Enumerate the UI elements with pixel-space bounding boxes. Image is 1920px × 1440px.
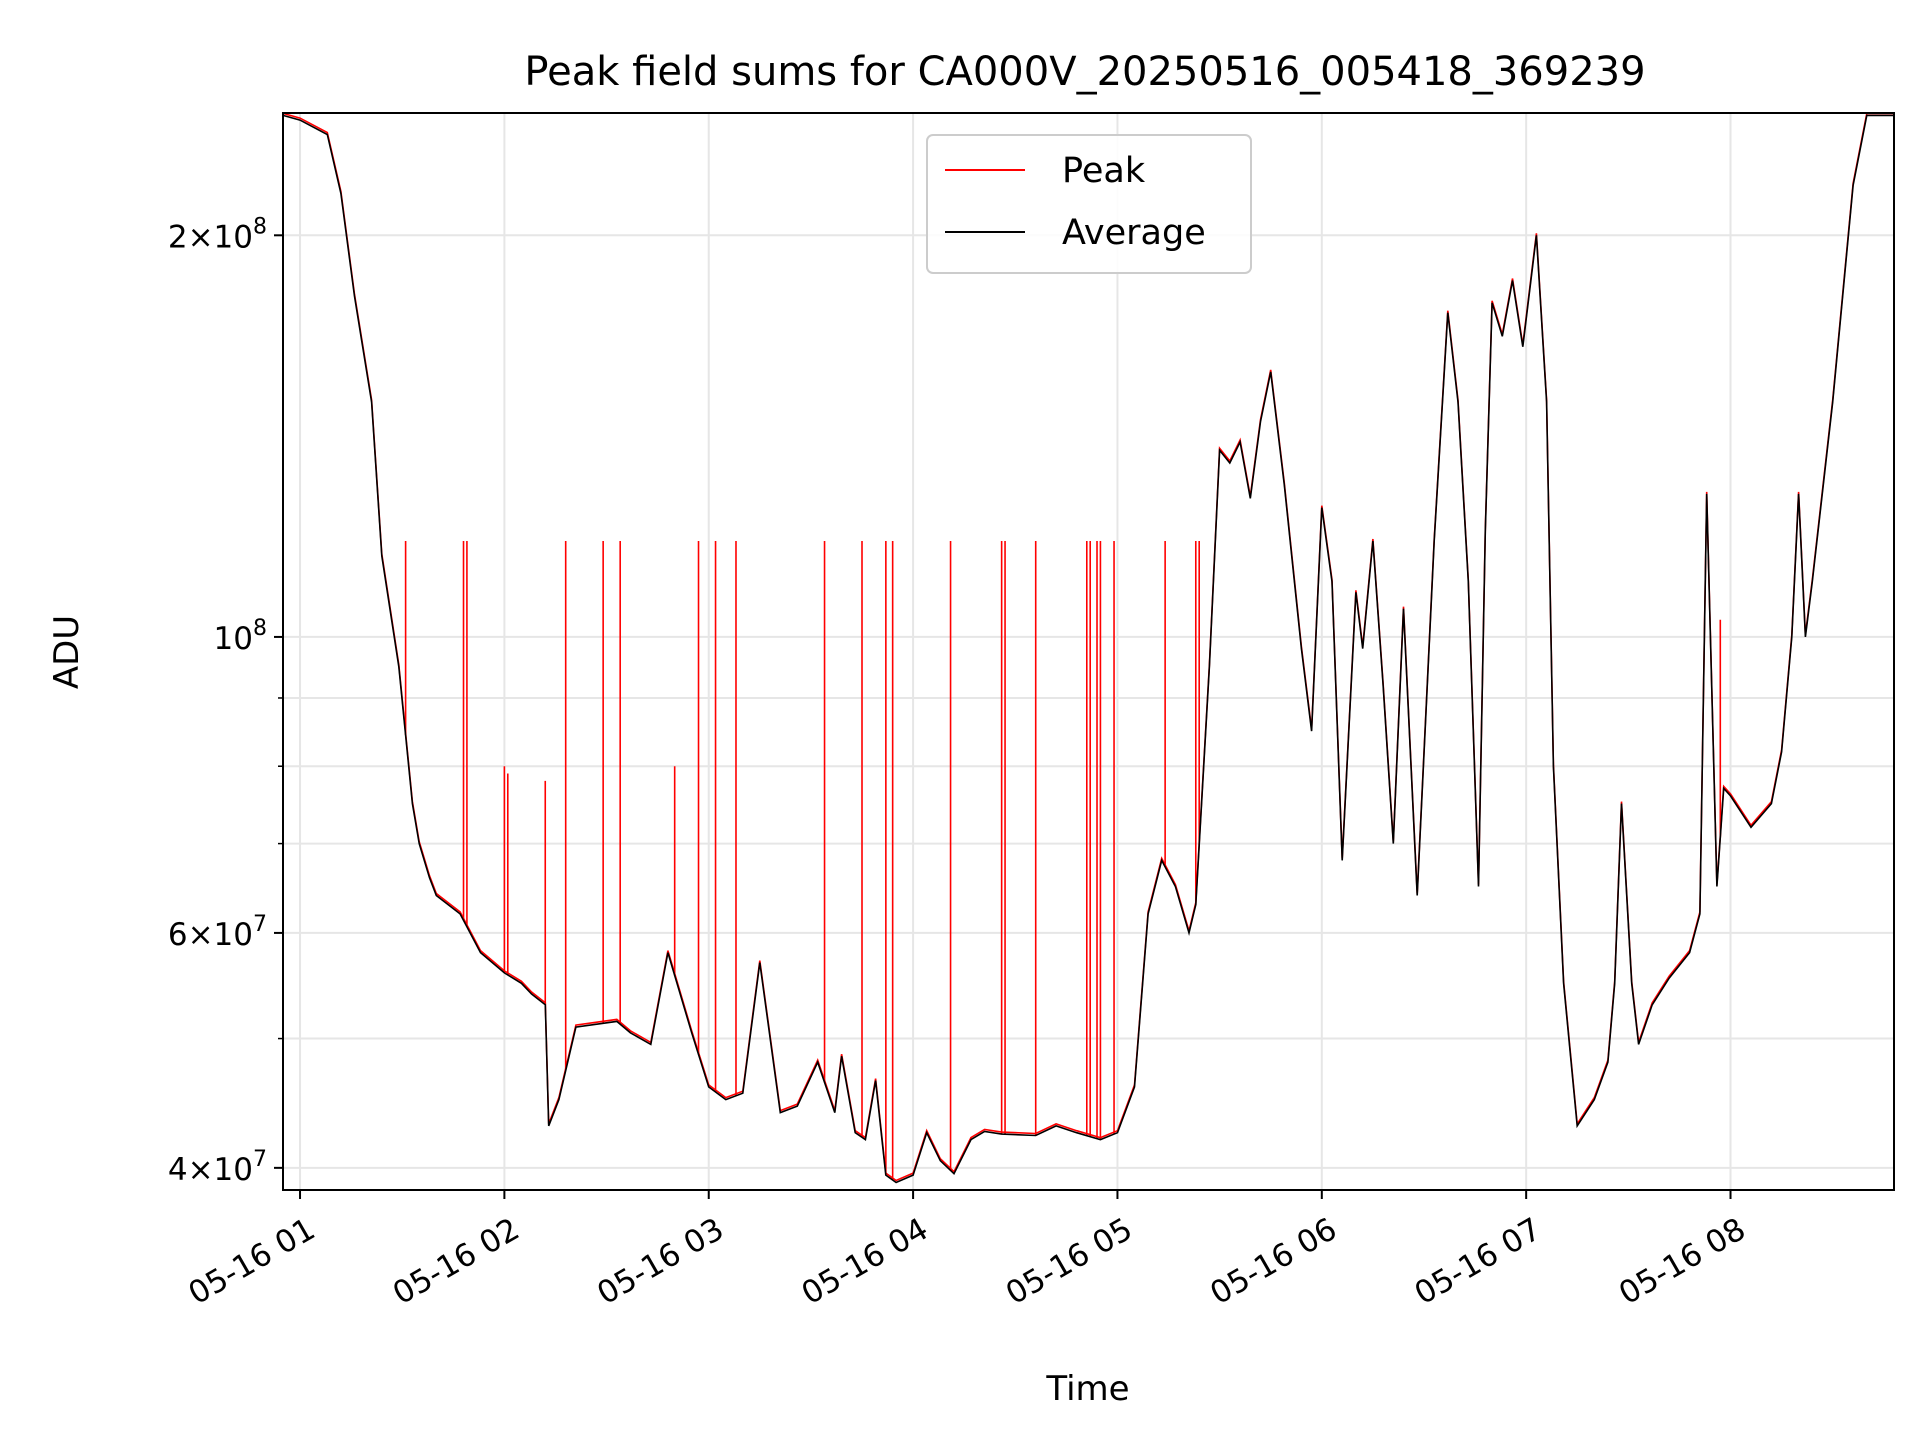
legend: Peak Average	[926, 134, 1252, 274]
grid-lines	[283, 113, 1894, 1190]
chart-title: Peak field sums for CA000V_20250516_0054…	[524, 49, 1645, 95]
x-axis-label: Time	[1045, 1369, 1129, 1409]
plot-frame	[282, 112, 1895, 1191]
y-tick-label: 2×108	[168, 214, 267, 255]
y-axis-ticks: 4×107 6×107 108 2×108	[168, 214, 283, 1188]
series-layer	[282, 112, 1894, 1184]
legend-label-peak: Peak	[1062, 151, 1146, 191]
y-axis-label: ADU	[47, 615, 87, 689]
series-line-average	[282, 114, 1894, 1184]
y-tick-label: 108	[214, 616, 267, 657]
y-tick-label: 6×107	[168, 912, 267, 953]
y-tick-label: 4×107	[168, 1147, 267, 1188]
legend-label-average: Average	[1062, 213, 1206, 253]
